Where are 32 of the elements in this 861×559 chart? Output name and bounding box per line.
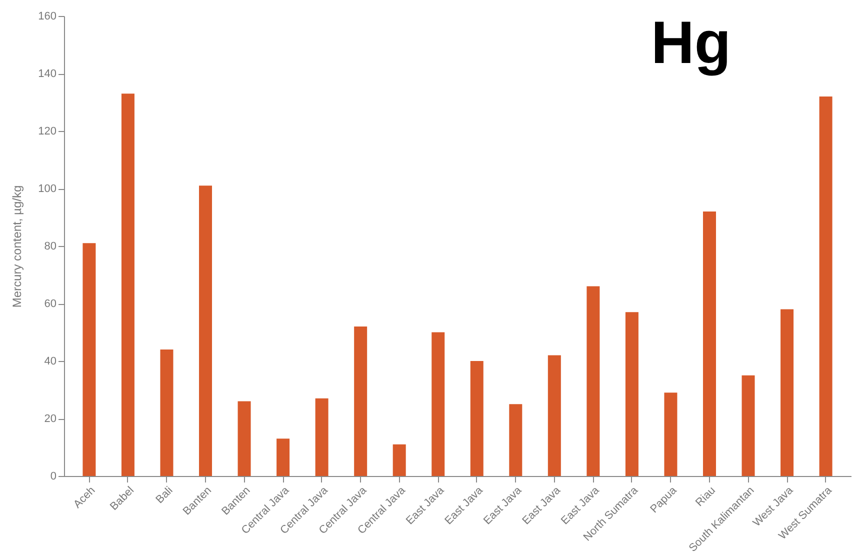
bar [780, 309, 794, 476]
bar [121, 94, 134, 476]
bar [548, 355, 561, 476]
bar [664, 392, 678, 476]
bar [238, 401, 251, 476]
bar [199, 186, 212, 476]
y-tick-label: 60 [44, 298, 56, 310]
bar [470, 361, 484, 476]
y-tick-label: 20 [44, 413, 56, 425]
bar [392, 444, 406, 476]
bar [586, 286, 600, 476]
bar [819, 96, 832, 476]
bar [160, 350, 174, 476]
bar [315, 398, 328, 476]
y-tick-label: 40 [44, 356, 56, 368]
bar [702, 212, 716, 476]
bar [432, 332, 445, 476]
bar [509, 404, 522, 476]
bar [354, 326, 368, 476]
y-tick-label: 160 [38, 10, 56, 22]
bar [276, 438, 290, 476]
y-tick-label: 100 [38, 183, 56, 195]
chart-title: Hg [651, 9, 731, 76]
y-tick-label: 80 [44, 240, 56, 252]
y-tick-label: 140 [38, 68, 56, 80]
bar [625, 312, 638, 476]
x-tick-label: Bali [154, 484, 176, 506]
y-axis-title: Mercury content, µg/kg [10, 185, 24, 308]
bar [82, 243, 96, 476]
y-tick-label: 0 [50, 470, 56, 482]
y-tick-label: 120 [38, 126, 56, 138]
bar [742, 375, 755, 476]
